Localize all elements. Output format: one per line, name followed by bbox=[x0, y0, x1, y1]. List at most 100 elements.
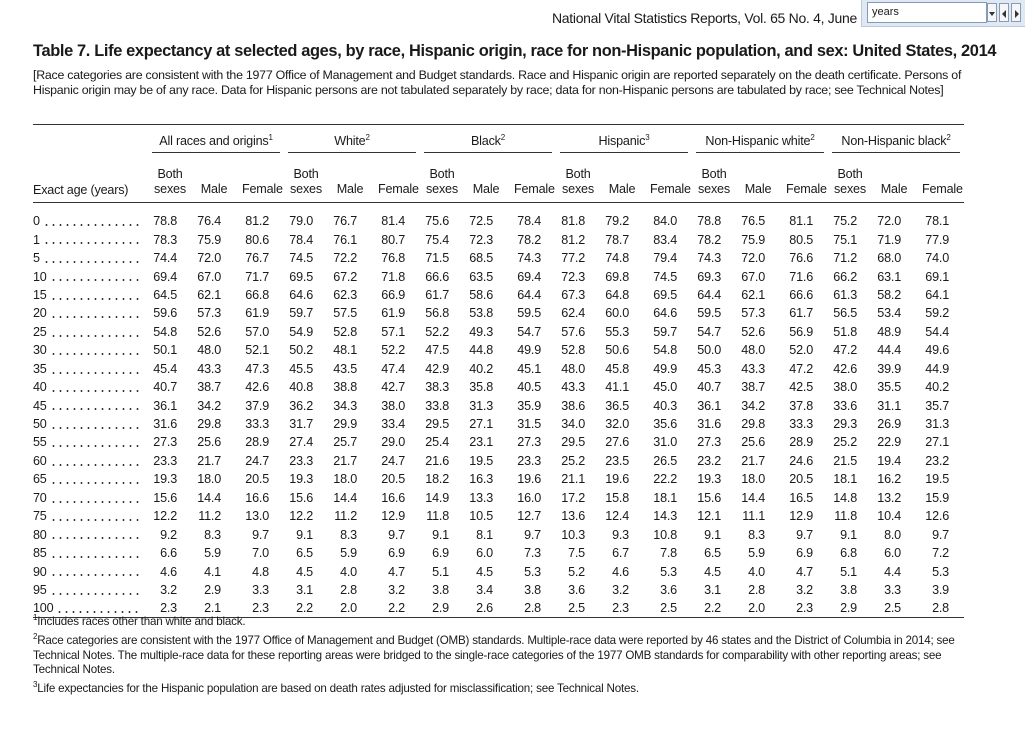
value-cell: 78.4 bbox=[289, 232, 313, 247]
value-cell: 3.3 bbox=[884, 582, 901, 597]
value-cell: 54.7 bbox=[517, 324, 541, 339]
value-cell: 6.9 bbox=[388, 546, 405, 561]
value-cell: 71.5 bbox=[425, 251, 449, 266]
value-cell: 15.6 bbox=[153, 490, 177, 505]
value-cell: 7.3 bbox=[524, 546, 541, 561]
value-cell: 77.9 bbox=[925, 232, 949, 247]
value-cell: 6.8 bbox=[840, 546, 857, 561]
value-cell: 58.6 bbox=[469, 287, 493, 302]
value-cell: 18.0 bbox=[741, 472, 765, 487]
value-cell: 37.8 bbox=[789, 398, 813, 413]
data-row: 80 9.2 8.3 9.7 9.1 8.3 9.7 9.1 8.1 9.7 10.3 9.3 10.8… bbox=[33, 525, 964, 543]
value-cell: 29.0 bbox=[381, 435, 405, 450]
age-label: 25 bbox=[33, 324, 47, 339]
value-cell: 64.6 bbox=[653, 306, 677, 321]
value-cell: 6.9 bbox=[796, 546, 813, 561]
age-label: 10 bbox=[33, 269, 47, 284]
group-header: Hispanic3 bbox=[556, 125, 692, 153]
value-cell: 69.4 bbox=[517, 269, 541, 284]
value-cell: 69.5 bbox=[653, 287, 677, 302]
age-cell: 25 bbox=[33, 323, 148, 341]
age-label: 20 bbox=[33, 306, 47, 321]
value-cell: 9.7 bbox=[796, 527, 813, 542]
value-cell: 2.8 bbox=[932, 601, 949, 616]
value-cell: 27.1 bbox=[925, 435, 949, 450]
value-cell: 12.9 bbox=[789, 509, 813, 524]
value-cell: 48.9 bbox=[877, 324, 901, 339]
value-cell: 27.3 bbox=[517, 435, 541, 450]
value-cell: 81.4 bbox=[381, 214, 405, 229]
value-cell: 72.0 bbox=[741, 251, 765, 266]
dot-leader bbox=[50, 445, 140, 448]
value-cell: 44.4 bbox=[877, 343, 901, 358]
running-head: National Vital Statistics Reports, Vol. … bbox=[552, 10, 857, 26]
value-cell: 11.8 bbox=[426, 509, 449, 524]
value-cell: 79.2 bbox=[605, 214, 629, 229]
column-header: Female bbox=[916, 153, 964, 203]
value-cell: 45.1 bbox=[517, 361, 541, 376]
value-cell: 68.0 bbox=[877, 251, 901, 266]
value-cell: 78.2 bbox=[517, 232, 541, 247]
value-cell: 71.8 bbox=[381, 269, 405, 284]
value-cell: 54.9 bbox=[289, 324, 313, 339]
value-cell: 9.1 bbox=[432, 527, 449, 542]
value-cell: 75.4 bbox=[425, 232, 449, 247]
value-cell: 76.1 bbox=[333, 232, 357, 247]
dot-leader bbox=[50, 297, 140, 300]
value-cell: 27.4 bbox=[289, 435, 313, 450]
value-cell: 42.7 bbox=[381, 380, 405, 395]
column-label: Both sexes bbox=[154, 167, 186, 196]
value-cell: 33.6 bbox=[833, 398, 857, 413]
value-cell: 81.2 bbox=[245, 214, 269, 229]
value-cell: 44.9 bbox=[925, 361, 949, 376]
previous-button[interactable] bbox=[999, 3, 1009, 22]
value-cell: 13.3 bbox=[469, 490, 493, 505]
next-button[interactable] bbox=[1011, 3, 1021, 22]
value-cell: 74.5 bbox=[289, 251, 313, 266]
group-label: Non-Hispanic black bbox=[841, 134, 947, 149]
dropdown-button[interactable] bbox=[987, 3, 997, 22]
value-cell: 72.0 bbox=[197, 251, 221, 266]
column-label: Male bbox=[200, 182, 228, 196]
value-cell: 24.6 bbox=[789, 453, 813, 468]
value-cell: 43.3 bbox=[561, 380, 585, 395]
value-cell: 3.9 bbox=[932, 582, 949, 597]
value-cell: 11.1 bbox=[742, 509, 765, 524]
value-cell: 23.1 bbox=[469, 435, 493, 450]
value-cell: 18.0 bbox=[333, 472, 357, 487]
value-cell: 15.6 bbox=[289, 490, 313, 505]
value-cell: 36.1 bbox=[153, 398, 177, 413]
value-cell: 7.5 bbox=[568, 546, 585, 561]
value-cell: 23.3 bbox=[153, 453, 177, 468]
value-cell: 2.6 bbox=[476, 601, 493, 616]
data-row: 20 59.6 57.3 61.9 59.7 57.5 61.9 56.8 53.8 59.5 62… bbox=[33, 304, 964, 322]
value-cell: 31.3 bbox=[469, 398, 493, 413]
value-cell: 22.9 bbox=[877, 435, 901, 450]
value-cell: 19.6 bbox=[605, 472, 629, 487]
footnote: 1Includes races other than white and bla… bbox=[33, 611, 958, 629]
data-row: 25 54.8 52.6 57.0 54.9 52.8 57.1 52.2 49.3 54.7 57… bbox=[33, 323, 964, 341]
age-cell: 75 bbox=[33, 507, 148, 525]
value-cell: 31.5 bbox=[517, 417, 541, 432]
search-box[interactable]: years bbox=[867, 2, 987, 23]
value-cell: 8.3 bbox=[748, 527, 765, 542]
value-cell: 45.0 bbox=[653, 380, 677, 395]
age-cell: 1 bbox=[33, 230, 148, 248]
value-cell: 14.4 bbox=[333, 490, 357, 505]
value-cell: 3.1 bbox=[296, 582, 313, 597]
value-cell: 78.7 bbox=[605, 232, 629, 247]
value-cell: 35.6 bbox=[653, 417, 677, 432]
value-cell: 6.5 bbox=[704, 546, 721, 561]
value-cell: 3.8 bbox=[840, 582, 857, 597]
value-cell: 5.2 bbox=[568, 564, 585, 579]
value-cell: 52.2 bbox=[381, 343, 405, 358]
value-cell: 51.8 bbox=[833, 324, 857, 339]
value-cell: 27.6 bbox=[605, 435, 629, 450]
value-cell: 2.1 bbox=[204, 601, 221, 616]
value-cell: 76.6 bbox=[789, 251, 813, 266]
value-cell: 31.1 bbox=[877, 398, 901, 413]
value-cell: 21.7 bbox=[197, 453, 221, 468]
value-cell: 5.1 bbox=[432, 564, 449, 579]
value-cell: 27.1 bbox=[469, 417, 493, 432]
age-cell: 50 bbox=[33, 415, 148, 433]
